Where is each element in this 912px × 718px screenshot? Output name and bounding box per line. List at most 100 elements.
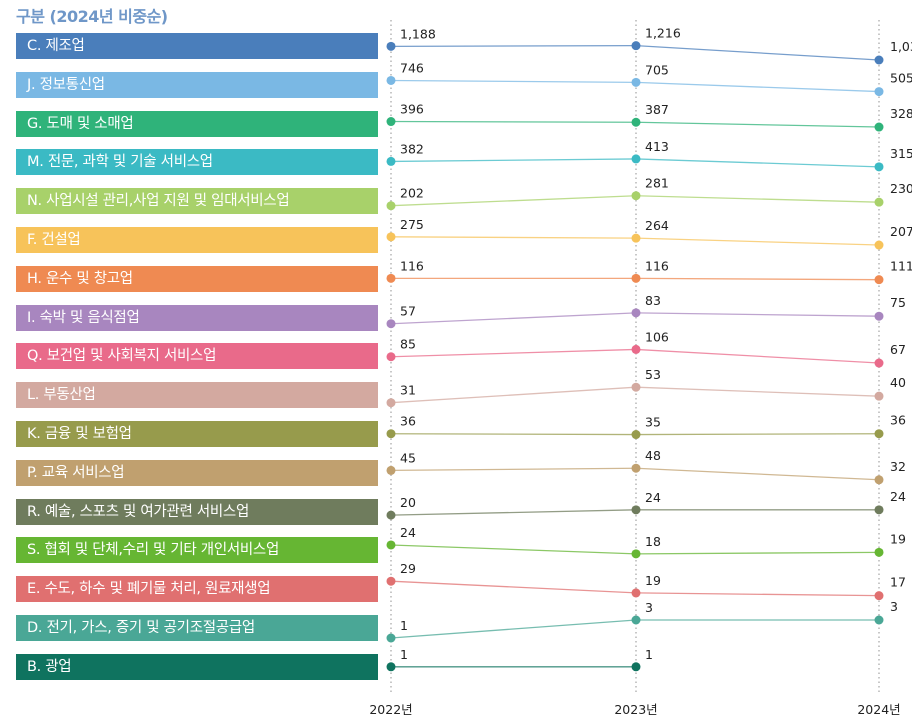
data-label: 29 [400,561,416,576]
data-point [386,352,396,362]
series-line [390,45,637,47]
category-label: H. 운수 및 창고업 [16,265,378,292]
category-label: G. 도매 및 소매업 [16,110,378,137]
data-point [386,319,396,329]
series-line [635,81,880,93]
data-point [631,430,641,440]
series-line [390,195,637,207]
data-label: 1,03 [890,39,912,54]
data-label: 264 [645,218,669,233]
category-label: P. 교육 서비스업 [16,459,378,486]
data-label: 53 [645,367,661,382]
data-label: 40 [890,375,906,390]
data-point [874,122,884,132]
data-label: 505 [890,71,912,86]
category-label: K. 금융 및 보험업 [16,421,378,447]
data-label: 19 [890,531,906,546]
data-label: 24 [645,490,661,505]
data-point [631,382,641,392]
data-label: 85 [400,337,416,352]
data-point [631,233,641,243]
data-point [631,615,641,625]
data-label: 1 [645,647,653,662]
data-point [631,154,641,164]
series-line [390,467,637,472]
data-point [386,465,396,475]
data-label: 48 [645,448,661,463]
data-label: 75 [890,295,906,310]
data-point [874,240,884,250]
category-label: S. 협회 및 단체,수리 및 기타 개인서비스업 [16,537,378,564]
category-label: B. 광업 [16,653,378,680]
data-label: 3 [645,600,653,615]
data-label: 1 [400,618,408,633]
series-line [635,121,880,128]
data-label: 116 [645,258,669,273]
series-line [635,195,880,203]
data-label: 106 [645,329,669,344]
series-line [635,386,880,397]
data-label: 35 [645,415,661,430]
series-line [390,158,637,163]
data-label: 36 [890,413,906,428]
data-point [631,77,641,87]
series-line [390,236,637,239]
data-label: 396 [400,102,424,117]
data-label: 1 [400,647,408,662]
data-label: 111 [890,259,912,274]
series-line [635,592,880,597]
data-label: 31 [400,383,416,398]
data-point [631,117,641,127]
data-label: 413 [645,139,669,154]
series-line [635,551,880,555]
data-label: 83 [645,293,661,308]
data-point [874,87,884,97]
series-line [635,237,880,246]
data-label: 36 [400,414,416,429]
data-point [386,117,396,127]
data-label: 116 [400,258,424,273]
data-label: 45 [400,450,416,465]
data-point [874,505,884,515]
data-point [631,308,641,318]
data-label: 281 [645,176,669,191]
data-point [386,662,396,672]
data-label: 230 [890,181,912,196]
data-point [874,475,884,485]
category-label: F. 건설업 [16,227,378,253]
data-point [874,162,884,172]
series-line [635,158,880,168]
x-tick-label: 2023년 [614,702,657,717]
category-label: M. 전문, 과학 및 기술 서비스업 [16,149,378,176]
data-point [386,232,396,242]
data-point [874,358,884,368]
series-line [635,45,880,61]
data-label: 1,188 [400,26,436,41]
data-point [631,273,641,283]
data-label: 24 [400,525,416,540]
data-label: 1,216 [645,26,681,41]
data-point [386,576,396,586]
series-line [390,580,637,594]
data-point [874,547,884,557]
data-label: 207 [890,224,912,239]
data-point [386,540,396,550]
series-line [390,544,637,555]
category-label: D. 전기, 가스, 증기 및 공기조절공급업 [16,615,378,641]
data-point [386,429,396,439]
data-point [386,75,396,85]
data-label: 17 [890,575,906,590]
series-line [390,348,637,358]
data-point [874,311,884,321]
data-label: 67 [890,342,906,357]
data-point [874,55,884,65]
series-line [390,120,637,123]
series-line [635,277,880,281]
data-label: 18 [645,534,661,549]
data-point [874,197,884,207]
category-label: E. 수도, 하수 및 폐기물 처리, 원료재생업 [16,576,378,603]
x-tick-label: 2022년 [369,702,412,717]
data-label: 315 [890,146,912,161]
category-label: J. 정보통신업 [16,71,378,98]
